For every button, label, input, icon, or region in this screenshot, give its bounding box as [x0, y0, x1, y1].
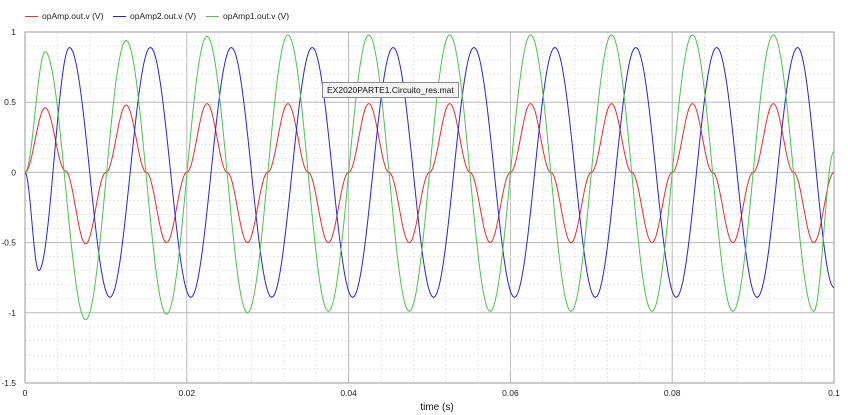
- grid: [25, 32, 834, 383]
- x-tick-labels: 0 0.02 0.04 0.06 0.08 0.1: [23, 388, 841, 398]
- legend-swatch-opamp1: [206, 15, 219, 17]
- x-tick-label: 0.1: [828, 388, 840, 398]
- legend-swatch-opamp: [25, 15, 38, 17]
- result-file-label: EX2020PARTE1.Circuito_res.mat: [322, 82, 459, 98]
- x-tick-label: 0.08: [664, 388, 681, 398]
- series-line-opamp2: [24, 46, 835, 298]
- x-axis-label: time (s): [420, 402, 453, 413]
- series-line-opamp1: [24, 34, 835, 321]
- y-tick-label: -0.5: [1, 238, 16, 248]
- series-lines: [24, 34, 835, 321]
- y-tick-label: 0: [11, 167, 16, 177]
- plot-frame: [24, 31, 835, 384]
- legend-swatch-opamp2: [113, 15, 126, 17]
- x-tick-label: 0: [23, 388, 28, 398]
- legend-label-opamp: opAmp.out.v (V): [42, 11, 104, 21]
- x-tick-label: 0.04: [340, 388, 357, 398]
- x-tick-label: 0.02: [179, 388, 196, 398]
- legend-label-opamp2: opAmp2.out.v (V): [130, 11, 197, 21]
- legend-item-opamp[interactable]: opAmp.out.v (V): [25, 9, 103, 23]
- x-tick-label: 0.06: [502, 388, 519, 398]
- y-tick-label: 1: [11, 27, 16, 37]
- y-tick-label: -1: [8, 308, 16, 318]
- y-tick-label: -1.5: [1, 378, 16, 388]
- y-tick-label: 0.5: [4, 97, 16, 107]
- legend-item-opamp1[interactable]: opAmp1.out.v (V): [206, 9, 289, 23]
- y-tick-labels: 1 0.5 0 -0.5 -1 -1.5: [1, 27, 16, 388]
- legend-item-opamp2[interactable]: opAmp2.out.v (V): [113, 9, 196, 23]
- legend-label-opamp1: opAmp1.out.v (V): [223, 11, 290, 21]
- legend: opAmp.out.v (V) opAmp2.out.v (V) opAmp1.…: [0, 0, 848, 30]
